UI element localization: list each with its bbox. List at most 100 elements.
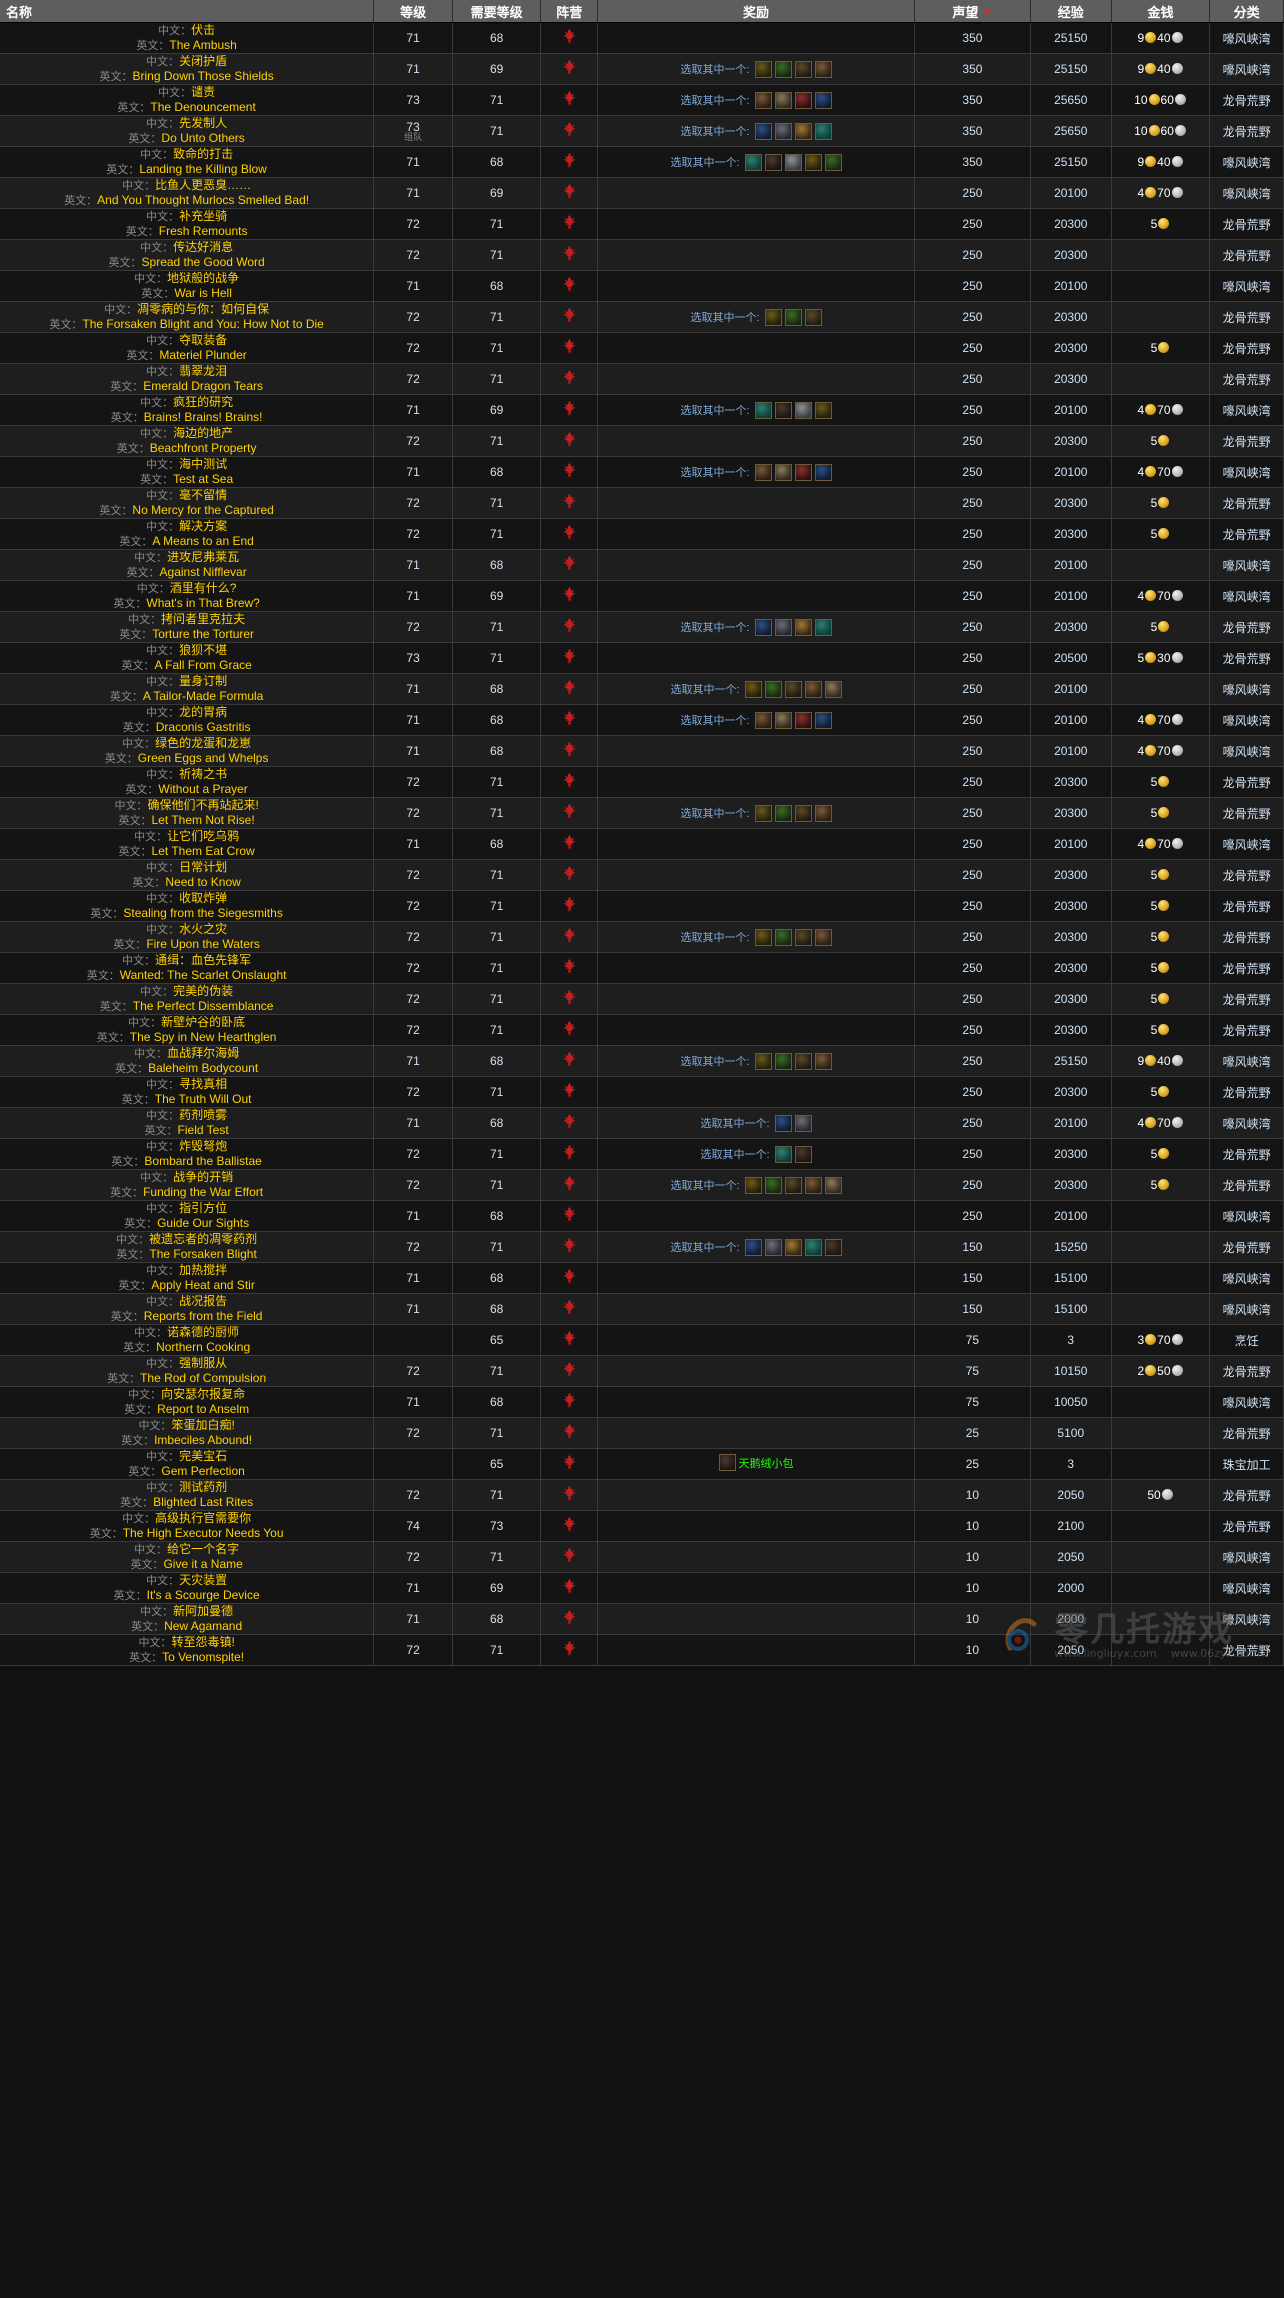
category-cell[interactable]: 嚎风峡湾 <box>1209 1107 1284 1139</box>
quest-name-cn[interactable]: 疯狂的研究 <box>173 395 234 409</box>
quest-name-cn[interactable]: 药剂喷雾 <box>179 1108 228 1122</box>
quest-name-cn[interactable]: 被遗忘者的凋零药剂 <box>149 1232 258 1246</box>
quest-name-en[interactable]: The Ambush <box>169 38 237 52</box>
reward-item-icon[interactable] <box>804 308 822 326</box>
quest-name-cn[interactable]: 寻找真相 <box>179 1077 228 1091</box>
quest-name-cn[interactable]: 拷问者里克拉夫 <box>161 612 246 626</box>
quest-name-en[interactable]: Guide Our Sights <box>157 1216 250 1230</box>
quest-name-cn[interactable]: 进攻尼弗莱瓦 <box>167 550 240 564</box>
reward-item-icon[interactable] <box>794 122 812 140</box>
quest-name-en[interactable]: Northern Cooking <box>156 1340 251 1354</box>
table-row[interactable]: 中文：完美宝石 英文：Gem Perfection 65 天鹅绒小包 25 3 珠宝加工 <box>0 1448 1284 1480</box>
quest-name-cn[interactable]: 高级执行官需要你 <box>155 1511 252 1525</box>
quest-name-cell[interactable]: 中文：海中测试 英文：Test at Sea <box>0 456 375 488</box>
quest-name-en[interactable]: Draconis Gastritis <box>155 720 251 734</box>
quest-name-en[interactable]: Against Nifflevar <box>159 565 247 579</box>
quest-name-cn[interactable]: 确保他们不再站起来! <box>147 798 259 812</box>
quest-name-en[interactable]: Landing the Killing Blow <box>139 162 267 176</box>
quest-name-cn[interactable]: 先发制人 <box>179 116 228 130</box>
quest-name-en[interactable]: Test at Sea <box>173 472 234 486</box>
reward-item-icon[interactable] <box>764 153 782 171</box>
quest-name-en[interactable]: The Spy in New Hearthglen <box>129 1030 277 1044</box>
column-header-level[interactable]: 等级 <box>373 0 453 23</box>
quest-name-cn[interactable]: 毫不留情 <box>179 488 228 502</box>
category-cell[interactable]: 龙骨荒野 <box>1209 859 1284 891</box>
category-cell[interactable]: 龙骨荒野 <box>1209 332 1284 364</box>
category-cell[interactable]: 龙骨荒野 <box>1209 983 1284 1015</box>
quest-name-en[interactable]: A Fall From Grace <box>154 658 252 672</box>
quest-name-cell[interactable]: 中文：龙的胃病 英文：Draconis Gastritis <box>0 704 375 736</box>
category-cell[interactable]: 龙骨荒野 <box>1209 1138 1284 1170</box>
table-row[interactable]: 中文：拷问者里克拉夫 英文：Torture the Torturer 72 71 选取其… <box>0 611 1284 643</box>
quest-name-en[interactable]: Materiel Plunder <box>159 348 247 362</box>
reward-item-icon[interactable] <box>774 804 792 822</box>
category-cell[interactable]: 嚎风峡湾 <box>1209 146 1284 178</box>
quest-name-en[interactable]: Fire Upon the Waters <box>146 937 260 951</box>
quest-name-cell[interactable]: 中文：加热搅拌 英文：Apply Heat and Stir <box>0 1262 375 1294</box>
reward-item-icon[interactable] <box>754 711 772 729</box>
category-cell[interactable]: 嚎风峡湾 <box>1209 1541 1284 1573</box>
quest-name-cell[interactable]: 中文：新壁炉谷的卧底 英文：The Spy in New Hearthglen <box>0 1014 375 1046</box>
quest-name-cn[interactable]: 给它一个名字 <box>167 1542 240 1556</box>
quest-name-en[interactable]: Do Unto Others <box>161 131 245 145</box>
reward-item-icon[interactable] <box>754 618 772 636</box>
reward-item-icon[interactable] <box>754 60 772 78</box>
category-cell[interactable]: 嚎风峡湾 <box>1209 1572 1284 1604</box>
reward-item[interactable]: 天鹅绒小包 <box>718 1454 794 1471</box>
table-row[interactable]: 中文：战争的开销 英文：Funding the War Effort 72 71 选取其… <box>0 1169 1284 1201</box>
quest-name-cn[interactable]: 加热搅拌 <box>179 1263 228 1277</box>
table-row[interactable]: 中文：诺森德的厨师 英文：Northern Cooking 65 75 3 3 70 烹饪 <box>0 1324 1284 1356</box>
quest-name-cn[interactable]: 血战拜尔海姆 <box>167 1046 240 1060</box>
table-row[interactable]: 中文：绿色的龙蛋和龙崽 英文：Green Eggs and Whelps 71 68 2… <box>0 735 1284 767</box>
category-cell[interactable]: 龙骨荒野 <box>1209 301 1284 333</box>
category-cell[interactable]: 珠宝加工 <box>1209 1448 1284 1480</box>
quest-name-en[interactable]: New Agamand <box>164 1619 243 1633</box>
quest-name-en[interactable]: Fresh Remounts <box>158 224 248 238</box>
category-cell[interactable]: 嚎风峡湾 <box>1209 456 1284 488</box>
quest-name-cn[interactable]: 笨蛋加白痴! <box>171 1418 235 1432</box>
category-cell[interactable]: 嚎风峡湾 <box>1209 1045 1284 1077</box>
quest-name-cn[interactable]: 翡翠龙泪 <box>179 364 228 378</box>
reward-item-icon[interactable] <box>774 618 792 636</box>
quest-name-cell[interactable]: 中文：向安瑟尔报复命 英文：Report to Anselm <box>0 1386 375 1418</box>
quest-name-cn[interactable]: 完美的伪装 <box>173 984 234 998</box>
quest-name-cell[interactable]: 中文：笨蛋加白痴! 英文：Imbeciles Abound! <box>0 1417 375 1449</box>
quest-name-en[interactable]: The High Executor Needs You <box>122 1526 284 1540</box>
quest-name-en[interactable]: Beachfront Property <box>149 441 257 455</box>
reward-item-icon[interactable] <box>794 1145 812 1163</box>
quest-name-cell[interactable]: 中文：疯狂的研究 英文：Brains! Brains! Brains! <box>0 394 375 426</box>
table-row[interactable]: 中文：酒里有什么? 英文：What's in That Brew? 71 69 250 2… <box>0 580 1284 612</box>
table-row[interactable]: 中文：完美的伪装 英文：The Perfect Dissemblance 72 71 2… <box>0 983 1284 1015</box>
reward-item-icon[interactable] <box>784 680 802 698</box>
reward-item-icon[interactable] <box>764 1238 782 1256</box>
category-cell[interactable]: 嚎风峡湾 <box>1209 1262 1284 1294</box>
quest-name-cell[interactable]: 中文：指引方位 英文：Guide Our Sights <box>0 1200 375 1232</box>
quest-name-cn[interactable]: 战争的开销 <box>173 1170 234 1184</box>
reward-item-icon[interactable] <box>754 463 772 481</box>
category-cell[interactable]: 龙骨荒野 <box>1209 1231 1284 1263</box>
quest-name-cn[interactable]: 诺森德的厨师 <box>167 1325 240 1339</box>
reward-item-icon[interactable] <box>794 463 812 481</box>
reward-item-icon[interactable] <box>764 680 782 698</box>
quest-name-cell[interactable]: 中文：被遗忘者的凋零药剂 英文：The Forsaken Blight <box>0 1231 375 1263</box>
quest-name-cn[interactable]: 解决方案 <box>179 519 228 533</box>
table-row[interactable]: 中文：转至怨毒镇! 英文：To Venomspite! 72 71 10 2050 龙骨荒野 <box>0 1634 1284 1666</box>
quest-name-cn[interactable]: 致命的打击 <box>173 147 234 161</box>
table-row[interactable]: 中文：祈祷之书 英文：Without a Prayer 72 71 250 20300 5 龙… <box>0 766 1284 798</box>
quest-name-cell[interactable]: 中文：高级执行官需要你 英文：The High Executor Needs Yo… <box>0 1510 375 1542</box>
reward-item-icon[interactable] <box>814 463 832 481</box>
reward-item-icon[interactable] <box>804 1176 822 1194</box>
quest-name-cell[interactable]: 中文：进攻尼弗莱瓦 英文：Against Nifflevar <box>0 549 375 581</box>
category-cell[interactable]: 龙骨荒野 <box>1209 208 1284 240</box>
reward-item-icon[interactable] <box>774 463 792 481</box>
quest-name-cell[interactable]: 中文：夺取装备 英文：Materiel Plunder <box>0 332 375 364</box>
category-cell[interactable]: 嚎风峡湾 <box>1209 394 1284 426</box>
quest-name-en[interactable]: The Truth Will Out <box>154 1092 252 1106</box>
table-row[interactable]: 中文：天灾装置 英文：It's a Scourge Device 71 69 10 200… <box>0 1572 1284 1604</box>
table-row[interactable]: 中文：让它们吃乌鸦 英文：Let Them Eat Crow 71 68 250 2010… <box>0 828 1284 860</box>
quest-name-cn[interactable]: 龙的胃病 <box>179 705 228 719</box>
reward-item-icon[interactable] <box>774 60 792 78</box>
category-cell[interactable]: 龙骨荒野 <box>1209 115 1284 147</box>
quest-name-cn[interactable]: 比鱼人更恶臭…… <box>155 178 252 192</box>
quest-name-cell[interactable]: 中文：致命的打击 英文：Landing the Killing Blow <box>0 146 375 178</box>
